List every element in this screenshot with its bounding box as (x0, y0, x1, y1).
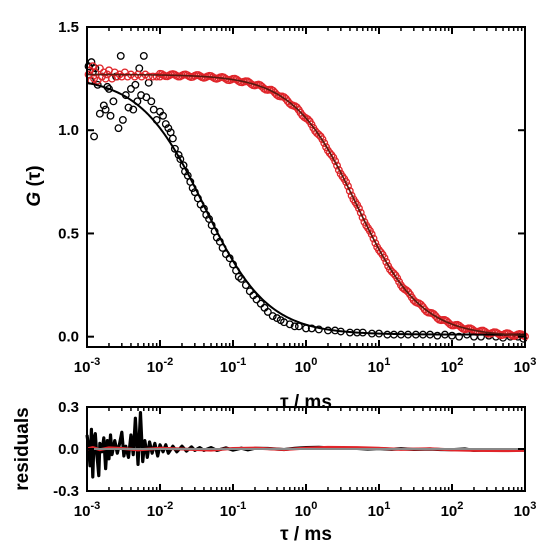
correlation-x-tick-label: 10-3 (74, 356, 100, 376)
black-data-point (105, 84, 113, 93)
red-data-point (371, 239, 380, 248)
correlation-y-tick-label: 1.5 (58, 19, 79, 36)
black-data-point (131, 80, 140, 89)
black-data-point (252, 295, 261, 304)
residuals-x-tick-label: 10-3 (74, 500, 100, 520)
correlation-x-tick-label: 10-2 (147, 356, 173, 376)
red-data-point (358, 213, 367, 222)
black-fit-curve (86, 81, 525, 336)
black-data-point (124, 103, 133, 112)
black-data-point (109, 97, 118, 106)
residuals-x-tick-label: 10-1 (220, 500, 246, 520)
black-data-point (290, 322, 299, 331)
red-data-point (367, 230, 376, 239)
residuals-y-tick-label: 0.0 (58, 441, 79, 458)
black-data-point (285, 320, 294, 329)
black-data-point (263, 307, 272, 316)
red-data-point (113, 72, 122, 81)
red-data-point (110, 68, 119, 77)
black-data-point (139, 51, 148, 60)
residuals-y-tick-label: 0.3 (58, 399, 79, 416)
black-data-point (127, 84, 135, 93)
correlation-y-axis-title-argument: (τ) (24, 165, 45, 191)
red-data-point (382, 258, 391, 266)
black-data-point (87, 58, 96, 67)
red-data-point (331, 157, 340, 166)
black-data-point (116, 51, 125, 60)
red-data-point (380, 254, 389, 262)
black-data-point (161, 120, 170, 128)
black-residual-line (85, 411, 526, 479)
residuals-x-tick-label: 103 (514, 500, 537, 520)
correlation-x-tick-label: 103 (514, 356, 537, 376)
correlation-y-axis-title: G (τ) (24, 165, 45, 206)
black-data-point (455, 332, 464, 341)
red-data-point (342, 178, 351, 187)
red-data-point (347, 191, 356, 200)
red-data-point (356, 208, 365, 217)
black-data-point (106, 111, 115, 120)
red-data-point (91, 68, 100, 77)
red-data-point (95, 64, 104, 73)
red-data-point (333, 161, 341, 170)
correlation-data-layer (84, 51, 529, 343)
red-data-point (272, 90, 281, 99)
black-data-point (118, 115, 127, 124)
red-data-point (344, 182, 352, 191)
red-data-point (318, 135, 327, 144)
correlation-y-axis-title-symbol: G (24, 192, 45, 207)
residuals-data-layer (85, 411, 526, 479)
correlation-ticks: 0.0 0.5 1.0 1.5 10-3 10-2 10-1 100 101 102 103 (58, 19, 536, 376)
black-data-point (90, 132, 99, 141)
red-data-point (334, 166, 343, 174)
black-data-point (142, 93, 151, 102)
residuals-x-tick-label: 100 (295, 500, 318, 520)
black-data-point (159, 111, 167, 120)
red-data-point (144, 72, 153, 81)
correlation-x-tick-label: 100 (295, 356, 318, 376)
black-data-point (129, 105, 138, 114)
residuals-x-tick-label: 101 (368, 500, 391, 520)
correlation-y-tick-label: 1.0 (58, 122, 79, 139)
black-data-point (95, 109, 104, 118)
black-data-point (149, 105, 158, 114)
black-data-point (135, 64, 144, 73)
residuals-x-axis-title: τ / ms (280, 524, 332, 545)
black-data-point (114, 124, 123, 133)
residuals-x-tick-label: 10-2 (147, 500, 173, 520)
red-data-point (354, 204, 363, 213)
black-data-point (176, 155, 185, 164)
correlation-x-tick-label: 101 (368, 356, 391, 376)
residuals-y-axis-title: residuals (12, 407, 33, 490)
black-data-point (147, 97, 156, 106)
red-data-point (369, 234, 378, 243)
correlation-y-tick-label: 0.0 (58, 329, 79, 346)
correlation-plot: 0.00.51.01.510-3 10-2 10-1 100 101 102 103 τ /… (24, 19, 536, 413)
red-data-point (93, 76, 102, 85)
residuals-y-tick-label: -0.3 (53, 483, 79, 500)
residuals-plot: 0.3 0.0 -0.310-3 10-2 10-1 100 101 102 103 τ / m… (12, 399, 536, 545)
red-data-point (292, 103, 301, 112)
red-data-point (303, 115, 312, 124)
residuals-x-tick-label: 102 (441, 500, 464, 520)
residuals-ticks: 0.3 0.0 -0.310-3 10-2 10-1 100 101 102 103 (53, 399, 536, 520)
black-data-point (101, 105, 110, 114)
black-data-point (268, 312, 277, 320)
black-data-point (448, 331, 456, 340)
red-data-point (389, 269, 398, 278)
red-data-point (320, 139, 329, 148)
black-data-point (433, 331, 442, 340)
red-data-point (345, 187, 354, 195)
red-fit-curve (87, 73, 526, 337)
correlation-x-tick-label: 102 (441, 356, 464, 376)
correlation-x-tick-label: 10-1 (220, 356, 246, 376)
correlation-y-tick-label: 0.5 (58, 225, 79, 242)
black-data-point (164, 124, 173, 133)
black-data-point (168, 134, 177, 143)
black-data-point (99, 101, 108, 110)
